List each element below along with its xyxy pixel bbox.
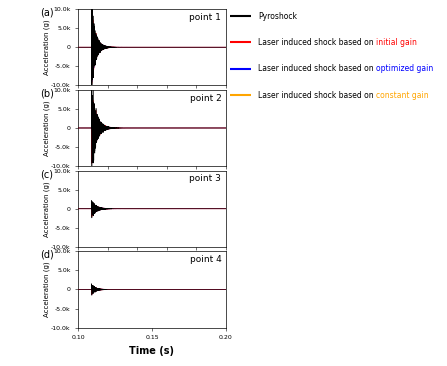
- Text: Laser induced shock based on: Laser induced shock based on: [258, 38, 376, 47]
- Text: point 2: point 2: [190, 94, 221, 103]
- Text: (c): (c): [40, 169, 53, 179]
- Text: (d): (d): [40, 250, 54, 260]
- Y-axis label: Acceleration (g): Acceleration (g): [43, 181, 50, 236]
- Text: constant gain: constant gain: [376, 91, 428, 100]
- Text: point 3: point 3: [190, 175, 221, 183]
- Y-axis label: Acceleration (g): Acceleration (g): [43, 100, 50, 156]
- X-axis label: Time (s): Time (s): [130, 346, 174, 356]
- Text: initial gain: initial gain: [376, 38, 417, 47]
- Text: Laser induced shock based on: Laser induced shock based on: [258, 64, 376, 73]
- Text: (b): (b): [40, 88, 54, 98]
- Text: (a): (a): [40, 8, 54, 18]
- Text: point 1: point 1: [190, 13, 221, 22]
- Y-axis label: Acceleration (g): Acceleration (g): [43, 19, 50, 75]
- Text: Pyroshock: Pyroshock: [258, 12, 297, 20]
- Text: Laser induced shock based on: Laser induced shock based on: [258, 91, 376, 100]
- Text: point 4: point 4: [190, 255, 221, 264]
- Y-axis label: Acceleration (g): Acceleration (g): [43, 262, 50, 317]
- Text: optimized gain: optimized gain: [376, 64, 433, 73]
